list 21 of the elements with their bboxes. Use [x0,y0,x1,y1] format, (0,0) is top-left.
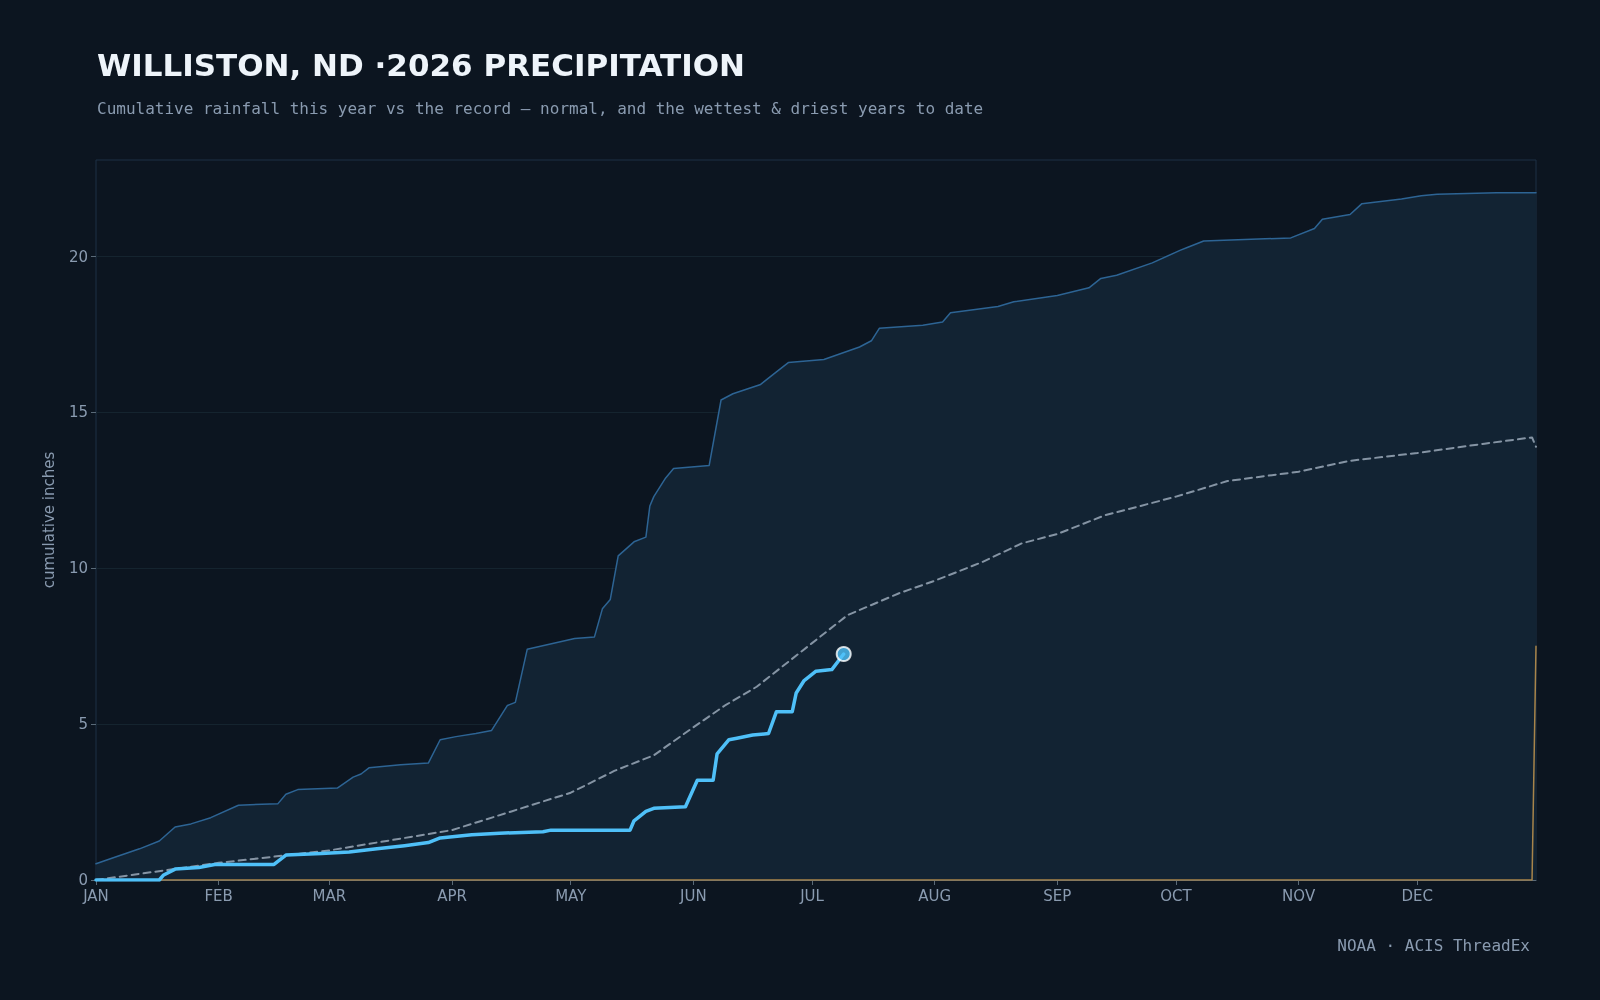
y-tick-label: 20 [68,247,88,266]
x-tick-label: FEB [204,886,233,905]
x-tick-label: JUN [679,886,707,905]
y-axis-title: cumulative inches [39,451,58,589]
y-tick-label: 10 [68,559,88,578]
x-tick-label: MAR [312,886,347,905]
y-tick-label: 5 [78,715,88,734]
x-tick-label: APR [437,886,467,905]
x-tick-label: AUG [918,886,952,905]
y-tick-label: 0 [78,871,88,889]
x-tick-label: JUL [799,886,825,905]
x-tick-label: DEC [1401,886,1434,905]
x-tick-label: JAN [82,886,109,905]
x-tick-label: SEP [1043,886,1072,905]
chart-title: WILLISTON, ND ·2026 PRECIPITATION [97,46,746,83]
y-tick-label: 15 [68,403,88,422]
x-tick-label: MAY [555,886,588,905]
chart-subtitle: Cumulative rainfall this year vs the record — normal, and the wettest & driest years to date [97,98,984,118]
x-tick-label: OCT [1160,886,1193,905]
text: NOAA · ACIS ThreadEx [1337,935,1531,955]
x-tick-label: NOV [1282,886,1316,905]
